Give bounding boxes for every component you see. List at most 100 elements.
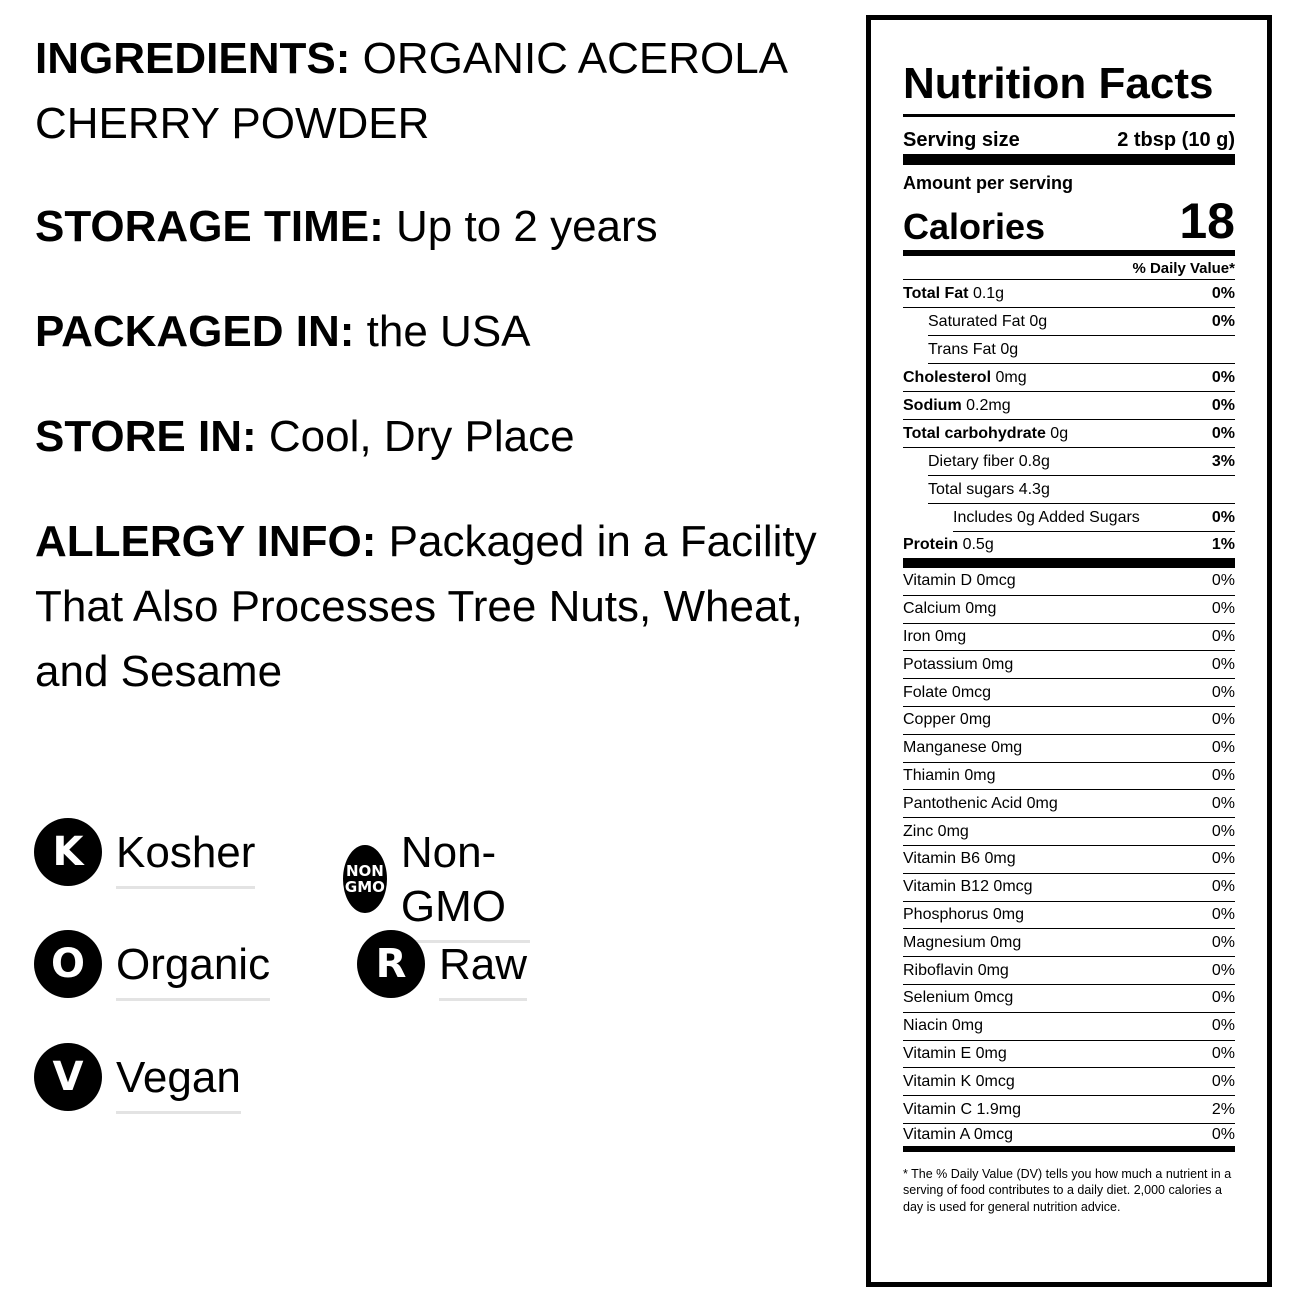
vitamin-dv: 0% — [1211, 655, 1235, 673]
badge-non-gmo: NON GMO Non-GMO — [343, 814, 531, 943]
nutrient-name: Dietary fiber 0.8g — [928, 452, 1050, 470]
kosher-icon: K — [34, 817, 102, 886]
nutrient-dv: 0% — [1211, 424, 1235, 442]
vitamin-dv: 0% — [1211, 1072, 1235, 1090]
vitamin-name: Calcium 0mg — [903, 600, 997, 618]
vitamin-name: Vitamin E 0mg — [903, 1044, 1007, 1062]
nutrient-name: Trans Fat 0g — [928, 340, 1019, 358]
calories: Calories 18 — [903, 194, 1235, 256]
nutrient-dv: 0% — [1211, 368, 1235, 386]
daily-value-header: % Daily Value* — [903, 256, 1235, 280]
nutrient-row: Cholesterol 0mg 0% — [903, 364, 1235, 392]
vitamin-name: Zinc 0mg — [903, 822, 969, 840]
vitamin-dv: 0% — [1211, 683, 1235, 701]
product-info: INGREDIENTS: ORGANIC ACEROLA CHERRY POWD… — [35, 26, 865, 744]
vitamin-dv: 0% — [1211, 933, 1235, 951]
vitamin-name: Vitamin B6 0mg — [903, 850, 1016, 868]
vitamin-name: Iron 0mg — [903, 627, 967, 645]
nutrient-row: Trans Fat 0g — [928, 336, 1235, 364]
vitamin-dv: 0% — [1211, 878, 1235, 896]
nutrient-row: Saturated Fat 0g 0% — [928, 308, 1235, 336]
vitamin-dv: 0% — [1211, 794, 1235, 812]
raw-icon: R — [357, 929, 425, 998]
badge-raw: R Raw — [357, 926, 528, 1001]
nutrient-name: Total Fat 0.1g — [903, 284, 1005, 302]
vitamin-row: Vitamin B6 0mg 0% — [903, 846, 1235, 874]
vitamin-dv: 0% — [1211, 572, 1235, 590]
vitamin-name: Potassium 0mg — [903, 655, 1014, 673]
nutrient-dv: 3% — [1211, 452, 1235, 470]
organic-icon: O — [34, 929, 102, 998]
nutrient-row: Total sugars 4.3g — [928, 476, 1235, 504]
vitamin-row: Phosphorus 0mg 0% — [903, 902, 1235, 930]
vitamin-dv: 0% — [1211, 1125, 1235, 1143]
nutrient-dv: 1% — [1211, 536, 1235, 553]
vitamin-name: Vitamin C 1.9mg — [903, 1100, 1021, 1118]
store-in: STORE IN: Cool, Dry Place — [35, 412, 575, 461]
vitamin-row: Calcium 0mg 0% — [903, 596, 1235, 624]
footnote: * The % Daily Value (DV) tells you how m… — [903, 1166, 1232, 1214]
nutrient-name: Total carbohydrate 0g — [903, 424, 1069, 442]
vitamin-name: Folate 0mcg — [903, 683, 992, 701]
serving-size: Serving size 2 tbsp (10 g) — [903, 117, 1235, 165]
nutrient-row: Total carbohydrate 0g 0% — [903, 420, 1235, 448]
vitamin-row: Selenium 0mcg 0% — [903, 985, 1235, 1013]
vitamin-dv: 0% — [1211, 600, 1235, 618]
vitamin-row: Pantothenic Acid 0mg 0% — [903, 790, 1235, 819]
vitamin-name: Selenium 0mcg — [903, 989, 1014, 1007]
vitamin-dv: 0% — [1211, 627, 1235, 645]
badge-vegan: V Vegan — [34, 1039, 241, 1114]
vitamin-dv: 0% — [1211, 1017, 1235, 1035]
vitamin-row: Potassium 0mg 0% — [903, 651, 1235, 680]
badge-kosher: K Kosher — [34, 814, 256, 889]
vitamin-dv: 0% — [1211, 989, 1235, 1007]
vitamin-name: Phosphorus 0mg — [903, 905, 1024, 923]
ingredients: INGREDIENTS: ORGANIC ACEROLA CHERRY POWD… — [35, 34, 786, 148]
nutrient-row: Total Fat 0.1g 0% — [903, 280, 1235, 308]
vitamin-row: Vitamin K 0mcg 0% — [903, 1068, 1235, 1097]
nutrient-name: Total sugars 4.3g — [928, 480, 1050, 498]
amount-per-serving: Amount per serving — [903, 173, 1074, 193]
nutrient-row: Includes 0g Added Sugars 0% — [953, 504, 1235, 532]
vitamin-list: Vitamin D 0mcg 0% Calcium 0mg 0% Iron 0mg 0% P… — [903, 568, 1235, 1152]
nutrient-dv: 0% — [1211, 284, 1235, 302]
vitamin-row: Vitamin E 0mg 0% — [903, 1041, 1235, 1069]
vitamin-name: Niacin 0mg — [903, 1017, 984, 1035]
vitamin-name: Vitamin D 0mcg — [903, 572, 1016, 590]
vitamin-dv: 0% — [1211, 905, 1235, 923]
vitamin-name: Vitamin A 0mcg — [903, 1125, 1013, 1143]
vitamin-row: Iron 0mg 0% — [903, 624, 1235, 652]
vitamin-row: Copper 0mg 0% — [903, 707, 1235, 735]
nutrient-name: Sodium 0.2mg — [903, 396, 1011, 414]
vitamin-dv: 0% — [1211, 739, 1235, 757]
vitamin-name: Vitamin B12 0mcg — [903, 878, 1033, 896]
vitamin-name: Thiamin 0mg — [903, 766, 996, 784]
nutrient-name: Includes 0g Added Sugars — [953, 508, 1140, 526]
nutrient-row: Dietary fiber 0.8g 3% — [928, 448, 1235, 476]
vitamin-row: Vitamin D 0mcg 0% — [903, 568, 1235, 596]
nutrient-dv: 0% — [1211, 508, 1235, 526]
nutrient-dv: 0% — [1211, 312, 1235, 330]
vitamin-row: Manganese 0mg 0% — [903, 735, 1235, 763]
vitamin-row: Riboflavin 0mg 0% — [903, 957, 1235, 985]
label-title: Nutrition Facts — [903, 58, 1235, 117]
nutrient-name: Saturated Fat 0g — [928, 312, 1048, 330]
vitamin-dv: 0% — [1211, 961, 1235, 979]
badge-organic: O Organic — [34, 926, 271, 1001]
nutrient-name: Cholesterol 0mg — [903, 368, 1027, 386]
vitamin-name: Magnesium 0mg — [903, 933, 1022, 951]
storage-time: STORAGE TIME: Up to 2 years — [35, 202, 658, 251]
vitamin-row: Magnesium 0mg 0% — [903, 929, 1235, 958]
vitamin-row: Folate 0mcg 0% — [903, 679, 1235, 707]
vitamin-dv: 0% — [1211, 766, 1235, 784]
vegan-icon: V — [34, 1042, 102, 1111]
nutrient-list: Total Fat 0.1g 0% Saturated Fat 0g 0% Trans… — [903, 280, 1235, 568]
allergy-info: ALLERGY INFO: Packaged in a Facility Tha… — [35, 517, 817, 696]
vitamin-dv: 0% — [1211, 822, 1235, 840]
vitamin-dv: 0% — [1211, 850, 1235, 868]
vitamin-row: Thiamin 0mg 0% — [903, 763, 1235, 791]
vitamin-row: Vitamin C 1.9mg 2% — [903, 1096, 1235, 1124]
nutrient-name: Protein 0.5g — [903, 536, 994, 553]
vitamin-name: Riboflavin 0mg — [903, 961, 1009, 979]
vitamin-dv: 2% — [1211, 1100, 1235, 1118]
